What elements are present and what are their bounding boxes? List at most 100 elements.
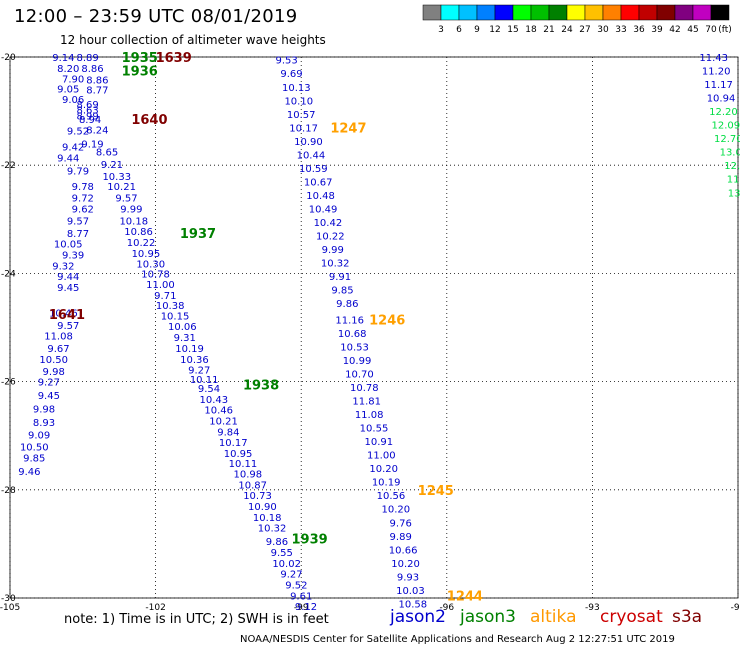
wave-height-value: 10.33 (102, 172, 131, 183)
pass-time-label: 1247 (330, 121, 366, 136)
wave-height-value: 10.95 (224, 449, 253, 460)
wave-height-value: 9.61 (290, 591, 312, 602)
scale-label: 33 (615, 25, 626, 35)
legend-altika: altika (530, 607, 577, 627)
wave-height-value: 8.93 (33, 418, 55, 429)
wave-height-value: 8.77 (86, 85, 108, 96)
wave-height-value: 9.79 (67, 167, 89, 178)
wave-height-value: 10.32 (321, 259, 350, 270)
wave-height-value: 10.13 (282, 83, 311, 94)
wave-height-value: 10.67 (304, 177, 333, 188)
wave-height-value: 9.32 (52, 261, 74, 272)
legend-jason3: jason3 (460, 607, 516, 627)
wave-height-value: 10.91 (365, 437, 394, 448)
wave-height-value: 9.86 (336, 299, 358, 310)
scale-label: 9 (474, 25, 480, 35)
wave-height-value: 10.48 (306, 191, 335, 202)
wave-height-value: 9.09 (28, 431, 50, 442)
wave-height-value: 9.71 (154, 291, 176, 302)
y-tick-label: -26 (1, 378, 16, 388)
wave-height-value: 9.46 (18, 467, 40, 478)
color-scale-bar: 3 6 9 12 15 18 21 24 27 30 33 36 39 42 45 70 (ft) (422, 4, 732, 35)
wave-height-value: 9.53 (276, 56, 298, 67)
wave-height-value: 11.43 (699, 53, 728, 64)
y-tick-label: -22 (1, 161, 16, 171)
wave-height-value: 9.27 (38, 378, 60, 389)
wave-height-value: 10.42 (314, 218, 343, 229)
x-tick-label: -102 (145, 603, 165, 613)
wave-height-value: 9.06 (62, 95, 84, 106)
wave-height-value: 8.69 (77, 100, 99, 111)
scale-swatch (710, 4, 730, 21)
wave-height-value: 9.85 (23, 453, 45, 464)
wave-height-value: 10.05 (54, 240, 83, 251)
wave-height-value: 9.27 (188, 366, 210, 377)
scale-label: 36 (633, 25, 645, 35)
wave-height-value: 12.20 (709, 107, 738, 118)
wave-height-value: 10.06 (168, 322, 197, 333)
wave-height-value: 13 (728, 188, 740, 199)
wave-height-value: 10.78 (141, 269, 170, 280)
wave-height-value: 9.72 (72, 194, 94, 205)
x-tick-label: -96 (439, 603, 454, 613)
wave-height-value: 9.57 (57, 321, 79, 332)
wave-height-value: 9.98 (43, 367, 65, 378)
wave-height-value: 9.55 (271, 548, 293, 559)
wave-height-value: 9.57 (115, 194, 137, 205)
wave-height-value: 9.62 (72, 204, 94, 215)
pass-time-label: 1936 (122, 65, 158, 80)
wave-height-value: 10.18 (253, 513, 282, 524)
x-tick-label: -93 (585, 603, 600, 613)
wave-height-value: 8.94 (79, 115, 101, 126)
wave-height-value: 12.70 (714, 134, 740, 145)
wave-height-value: 10.36 (180, 355, 209, 366)
wave-height-value: 8.86 (86, 76, 108, 87)
page-title: 12:00 – 23:59 UTC 08/01/2019 (14, 6, 298, 27)
wave-height-value: 10.18 (119, 216, 148, 227)
wave-height-value: 9.31 (174, 333, 196, 344)
wave-height-value: 11.16 (335, 315, 364, 326)
wave-height-value: 10.94 (707, 94, 736, 105)
wave-height-value: 9.39 (62, 250, 84, 261)
wave-height-value: 11.81 (352, 397, 381, 408)
wave-height-value: 11.00 (367, 451, 396, 462)
wave-height-value: 11.20 (702, 67, 731, 78)
wave-height-value: 9.14 (52, 53, 74, 64)
wave-height-value: 9.42 (62, 142, 84, 153)
wave-height-value: 8.65 (96, 148, 118, 159)
pass-time-label: 1639 (156, 51, 192, 66)
scale-label: 18 (525, 25, 537, 35)
wave-height-value: 9.67 (47, 344, 69, 355)
pass-time-label: 1939 (291, 532, 327, 547)
wave-height-value: 10.17 (289, 123, 318, 134)
wave-height-value: 9.45 (38, 391, 60, 402)
wave-height-value: 10.57 (287, 110, 316, 121)
wave-height-value: 10.15 (161, 312, 190, 323)
wave-height-value: 10.98 (233, 470, 262, 481)
wave-height-value: 9.69 (280, 69, 302, 80)
wave-height-value: 10.49 (309, 204, 338, 215)
y-tick-label: -30 (1, 594, 16, 604)
wave-height-value: 10.03 (396, 586, 425, 597)
wave-height-value: 10.19 (372, 478, 401, 489)
wave-height-value: 10.50 (39, 355, 68, 366)
wave-height-value: 10.22 (316, 232, 345, 243)
wave-height-value: 10.20 (369, 464, 398, 475)
wave-height-value: 9.21 (101, 160, 123, 171)
pass-time-label: 1245 (418, 484, 454, 499)
wave-height-value: 10.22 (127, 238, 156, 249)
wave-height-value: 10.99 (343, 356, 372, 367)
wave-height-value: 10.46 (49, 308, 78, 319)
wave-height-value: 10.30 (136, 260, 165, 271)
wave-height-value: 10.10 (284, 96, 313, 107)
wave-height-value: 10.21 (209, 417, 238, 428)
wave-height-value: 8.20 (57, 64, 79, 75)
wave-height-value: 9.27 (280, 570, 302, 581)
wave-height-value: 12. (724, 161, 740, 172)
wave-height-value: 9.84 (217, 427, 239, 438)
wave-height-value: 9.76 (390, 518, 412, 529)
wave-height-value: 10.73 (243, 491, 272, 502)
wave-height-value: 10.86 (124, 227, 153, 238)
wave-height-value: 9.89 (390, 532, 412, 543)
